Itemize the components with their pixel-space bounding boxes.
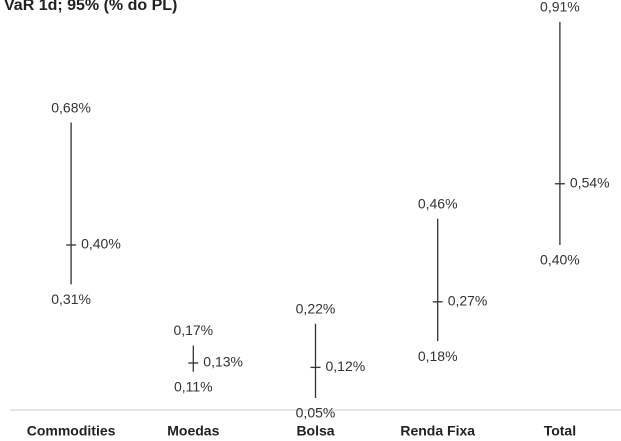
high-label: 0,68%	[51, 99, 91, 115]
mid-label: 0,13%	[203, 354, 243, 370]
x-tick-label: Renda Fixa	[400, 423, 475, 439]
high-label: 0,91%	[540, 0, 580, 15]
mid-label: 0,12%	[326, 358, 366, 374]
x-tick-label: Moedas	[167, 423, 219, 439]
mid-label: 0,27%	[448, 293, 488, 309]
x-tick-label: Commodities	[27, 423, 116, 439]
chart-title: VaR 1d; 95% (% do PL)	[4, 0, 177, 14]
mid-label: 0,40%	[81, 236, 121, 252]
high-label: 0,46%	[418, 195, 458, 211]
x-tick-label: Bolsa	[296, 423, 334, 439]
high-label: 0,22%	[296, 300, 336, 316]
low-label: 0,31%	[51, 291, 91, 307]
low-label: 0,05%	[296, 405, 336, 421]
low-label: 0,40%	[540, 252, 580, 268]
mid-label: 0,54%	[570, 174, 610, 190]
x-tick-label: Total	[544, 423, 576, 439]
low-label: 0,18%	[418, 348, 458, 364]
high-label: 0,17%	[173, 322, 213, 338]
low-label: 0,11%	[174, 378, 213, 394]
